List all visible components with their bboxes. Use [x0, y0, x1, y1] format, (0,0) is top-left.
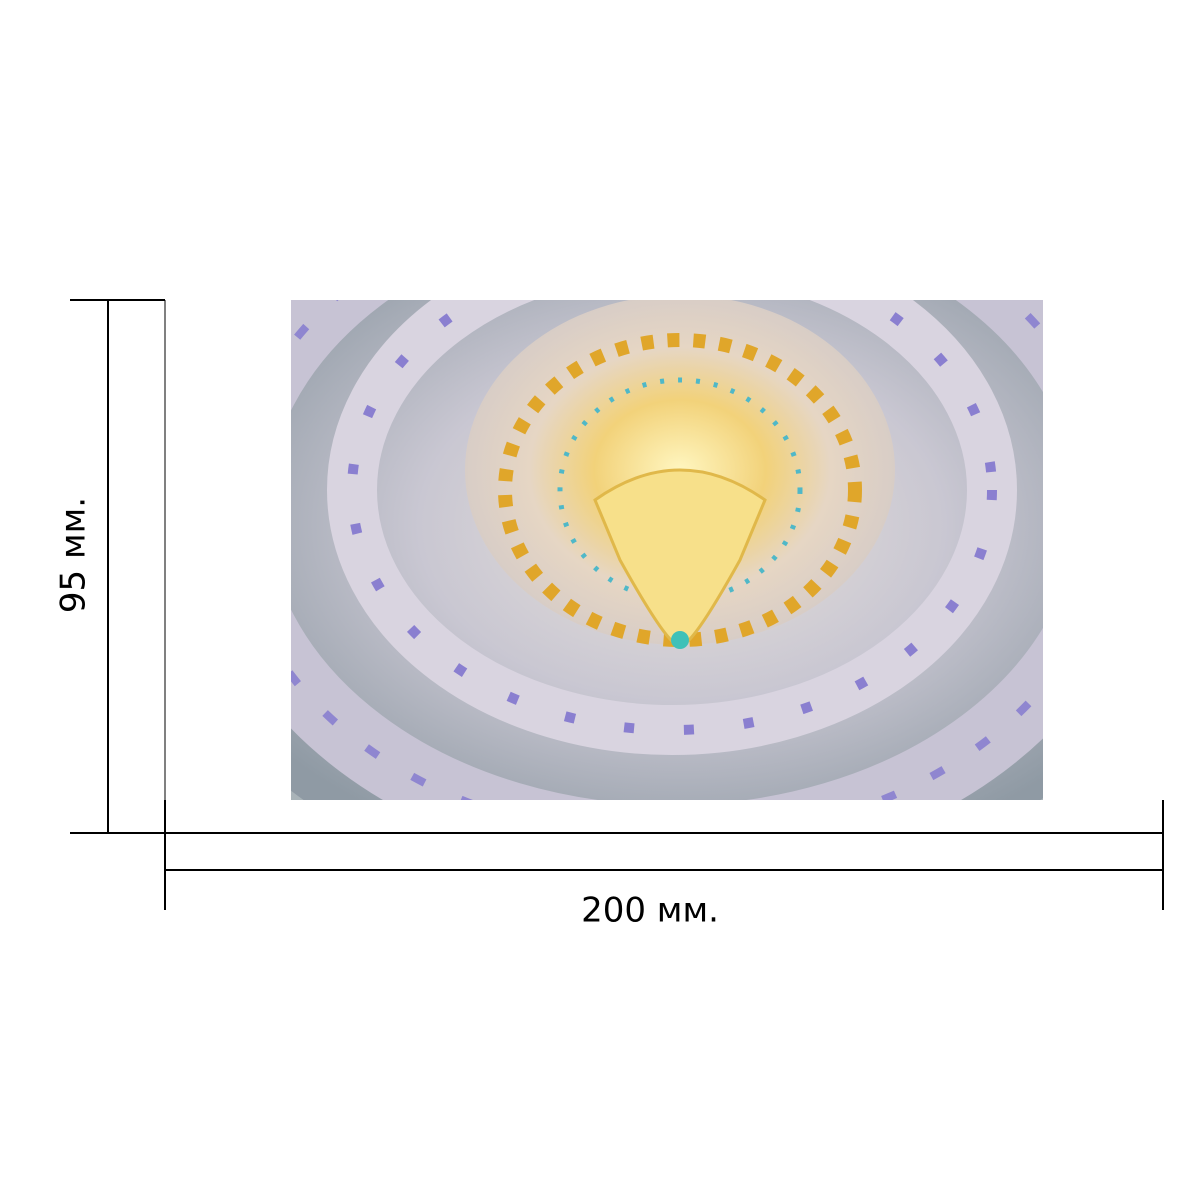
width-label: 200 мм. [581, 891, 719, 931]
dimension-lines [70, 299, 1164, 910]
height-label: 95 мм. [54, 497, 94, 613]
product-photo [291, 300, 1043, 800]
